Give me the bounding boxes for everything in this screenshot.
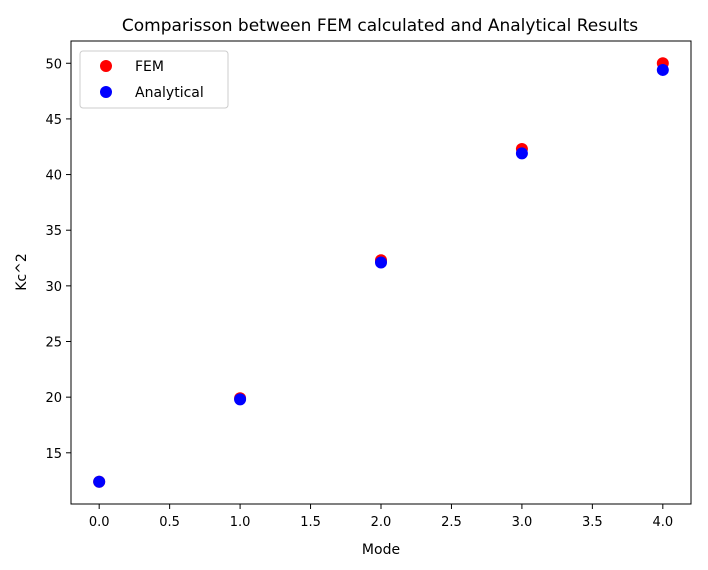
legend-marker-analytical	[100, 86, 112, 98]
y-tick-label: 15	[45, 447, 62, 462]
x-tick-label: 0.0	[89, 515, 110, 530]
x-tick-label: 2.0	[371, 515, 392, 530]
y-tick-label: 40	[45, 169, 62, 184]
x-tick-label: 4.0	[652, 515, 673, 530]
y-tick-label: 25	[45, 336, 62, 351]
point-analytical	[234, 393, 247, 406]
point-analytical	[656, 63, 669, 76]
y-tick-label: 20	[45, 391, 62, 406]
legend: FEM Analytical	[79, 50, 229, 109]
point-analytical	[93, 475, 106, 488]
y-tick-label: 45	[45, 113, 62, 128]
y-tick-label: 50	[45, 57, 62, 72]
x-axis-ticks: 0.0 0.5 1.0 1.5 2.0 2.5 3.0 3.5 4.0	[89, 504, 673, 530]
x-tick-label: 1.0	[230, 515, 251, 530]
x-tick-label: 3.5	[582, 515, 603, 530]
y-tick-label: 35	[45, 224, 62, 239]
legend-label-analytical: Analytical	[135, 85, 204, 101]
y-axis-ticks: 15 20 25 30 35 40 45 50	[45, 57, 71, 462]
point-analytical	[375, 256, 387, 269]
legend-marker-fem	[100, 60, 112, 72]
plot-frame	[70, 40, 692, 505]
chart-title: Comparisson between FEM calculated and A…	[122, 16, 638, 36]
x-tick-label: 1.5	[300, 515, 321, 530]
x-axis-label: Mode	[362, 542, 400, 558]
x-tick-label: 3.0	[512, 515, 533, 530]
legend-box	[79, 50, 229, 109]
y-axis-label: Kc^2	[14, 253, 30, 291]
y-tick-label: 30	[45, 280, 62, 295]
x-tick-label: 0.5	[159, 515, 180, 530]
legend-label-fem: FEM	[135, 59, 164, 75]
point-analytical	[515, 147, 528, 160]
x-tick-label: 2.5	[441, 515, 462, 530]
data-points	[93, 57, 669, 488]
